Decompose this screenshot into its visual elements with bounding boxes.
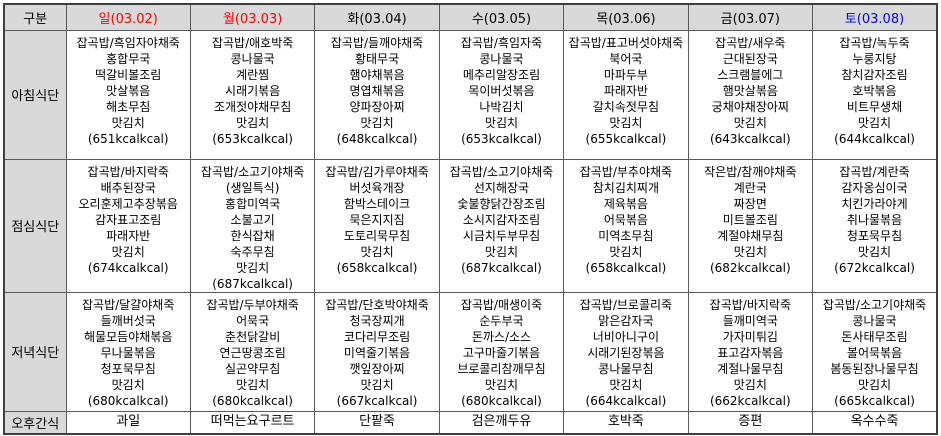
menu-cell-lunch-wed: 잡곡밥/소고기야채죽 선지해장국 숯불향닭간장조림 소시지감자조림 시금치두부무… (438, 158, 565, 293)
day-header-sun: 일(03.02) (65, 3, 191, 31)
menu-cell-lunch-tue: 잡곡밥/김가루야채죽 버섯육개장 함박스테이크 묵은지지짐 도토리묵무침 맛김치… (314, 158, 440, 293)
menu-cell-snack-sat: 옥수수죽 (812, 410, 938, 435)
menu-cell-breakfast-tue: 잡곡밥/들깨야채죽 황태무국 햄야채볶음 명엽채볶음 양파장아찌 맛김치 (64… (314, 29, 440, 160)
menu-cell-snack-sun: 과일 (65, 410, 191, 435)
menu-cell-snack-mon: 떠먹는요구르트 (189, 410, 316, 435)
menu-cell-dinner-mon: 잡곡밥/두부야채죽 어묵국 춘천닭갈비 연근땅콩조림 실곤약무침 맛김치 (68… (189, 291, 316, 412)
day-header-tue: 화(03.04) (314, 3, 440, 31)
afternoon-snack-row: 오후간식 과일 떠먹는요구르트 단팥죽 검은깨두유 호박죽 증편 옥수수죽 (3, 410, 938, 435)
menu-cell-snack-thu: 호박죽 (563, 410, 689, 435)
menu-cell-breakfast-thu: 잡곡밥/표고버섯야채죽 북어국 마파두부 파래자반 갈치속젓무침 맛김치 (65… (563, 29, 689, 160)
menu-cell-breakfast-mon: 잡곡밥/애호박죽 콩나물국 계란찜 시래기볶음 조개젓야채무침 맛김치 (653… (189, 29, 316, 160)
day-header-sat: 토(03.08) (812, 3, 938, 31)
row-label-lunch: 점심식단 (3, 158, 67, 293)
day-header-fri: 금(03.07) (687, 3, 814, 31)
menu-cell-dinner-tue: 잡곡밥/단호박야채죽 청국장찌개 코다리무조림 미역줄기볶음 깻잎장아찌 맛김치… (314, 291, 440, 412)
lunch-row: 점심식단 잡곡밥/바지락죽 배추된장국 오리훈제고추장볶음 감자표고조림 파래자… (3, 158, 938, 293)
menu-cell-breakfast-sat: 잡곡밥/녹두죽 누룽지탕 참치감자조림 호박볶음 비트무생채 맛김치 (644k… (812, 29, 938, 160)
day-header-thu: 목(03.06) (563, 3, 689, 31)
row-label-dinner: 저녁식단 (3, 291, 67, 412)
breakfast-row: 아침식단 잡곡밥/흑임자야채죽 홍합무국 떡갈비볼조림 맛살볶음 해초무침 맛김… (3, 29, 938, 160)
corner-header-gubun: 구분 (3, 3, 67, 31)
menu-cell-dinner-sun: 잡곡밥/달걀야채죽 들깨버섯국 해물모듬야채볶음 무나물볶음 청포묵무침 맛김치… (65, 291, 191, 412)
day-header-mon: 월(03.03) (189, 3, 316, 31)
day-header-wed: 수(03.05) (438, 3, 565, 31)
menu-cell-dinner-fri: 잡곡밥/바지락죽 들깨미역국 가자미튀김 표고감자볶음 계절나물무침 맛김치 (… (687, 291, 814, 412)
header-row: 구분 일(03.02) 월(03.03) 화(03.04) 수(03.05) 목… (3, 3, 938, 31)
row-label-snack: 오후간식 (3, 410, 67, 435)
menu-cell-dinner-sat: 잡곡밥/소고기야채죽 콩나물국 돈사태무조림 볼어묵볶음 봄동된장나물무침 맛김… (812, 291, 938, 412)
menu-cell-lunch-fri: 작은밥/참깨야채죽 계란국 짜장면 미트볼조림 계절야채무침 맛김치 (682k… (687, 158, 814, 293)
menu-cell-breakfast-fri: 잡곡밥/새우죽 근대된장국 스크램블에그 햄맛살볶음 궁채야채장아찌 맛김치 (… (687, 29, 814, 160)
menu-cell-breakfast-wed: 잡곡밥/흑임자죽 콩나물국 메추리알장조림 목이버섯볶음 나박김치 맛김치 (6… (438, 29, 565, 160)
dinner-row: 저녁식단 잡곡밥/달걀야채죽 들깨버섯국 해물모듬야채볶음 무나물볶음 청포묵무… (3, 291, 938, 412)
menu-cell-lunch-sun: 잡곡밥/바지락죽 배추된장국 오리훈제고추장볶음 감자표고조림 파래자반 맛김치… (65, 158, 191, 293)
menu-cell-dinner-thu: 잡곡밥/브로콜리죽 맑은감자국 너비아니구이 시래기된장볶음 콩나물무침 맛김치… (563, 291, 689, 412)
menu-cell-dinner-wed: 잡곡밥/매생이죽 순두부국 돈까스/소스 고구마줄기볶음 브로콜리참깨무침 맛김… (438, 291, 565, 412)
menu-cell-lunch-thu: 잡곡밥/부추야채죽 참치김치찌개 제육볶음 어묵볶음 미역초무침 맛김치 (65… (563, 158, 689, 293)
menu-cell-snack-tue: 단팥죽 (314, 410, 440, 435)
row-label-breakfast: 아침식단 (3, 29, 67, 160)
menu-cell-lunch-mon: 잡곡밥/소고기야채죽(생일특식) 홍합미역국 소불고기 한식잡채 숙주무침 맛김… (189, 158, 316, 293)
menu-cell-snack-wed: 검은깨두유 (438, 410, 565, 435)
menu-cell-snack-fri: 증편 (687, 410, 814, 435)
menu-cell-breakfast-sun: 잡곡밥/흑임자야채죽 홍합무국 떡갈비볼조림 맛살볶음 해초무침 맛김치 (65… (65, 29, 191, 160)
menu-cell-lunch-sat: 잡곡밥/계란죽 감자옹심이국 치킨가라야게 취나물볶음 청포묵무침 맛김치 (6… (812, 158, 938, 293)
weekly-meal-plan-table: 구분 일(03.02) 월(03.03) 화(03.04) 수(03.05) 목… (3, 3, 938, 435)
